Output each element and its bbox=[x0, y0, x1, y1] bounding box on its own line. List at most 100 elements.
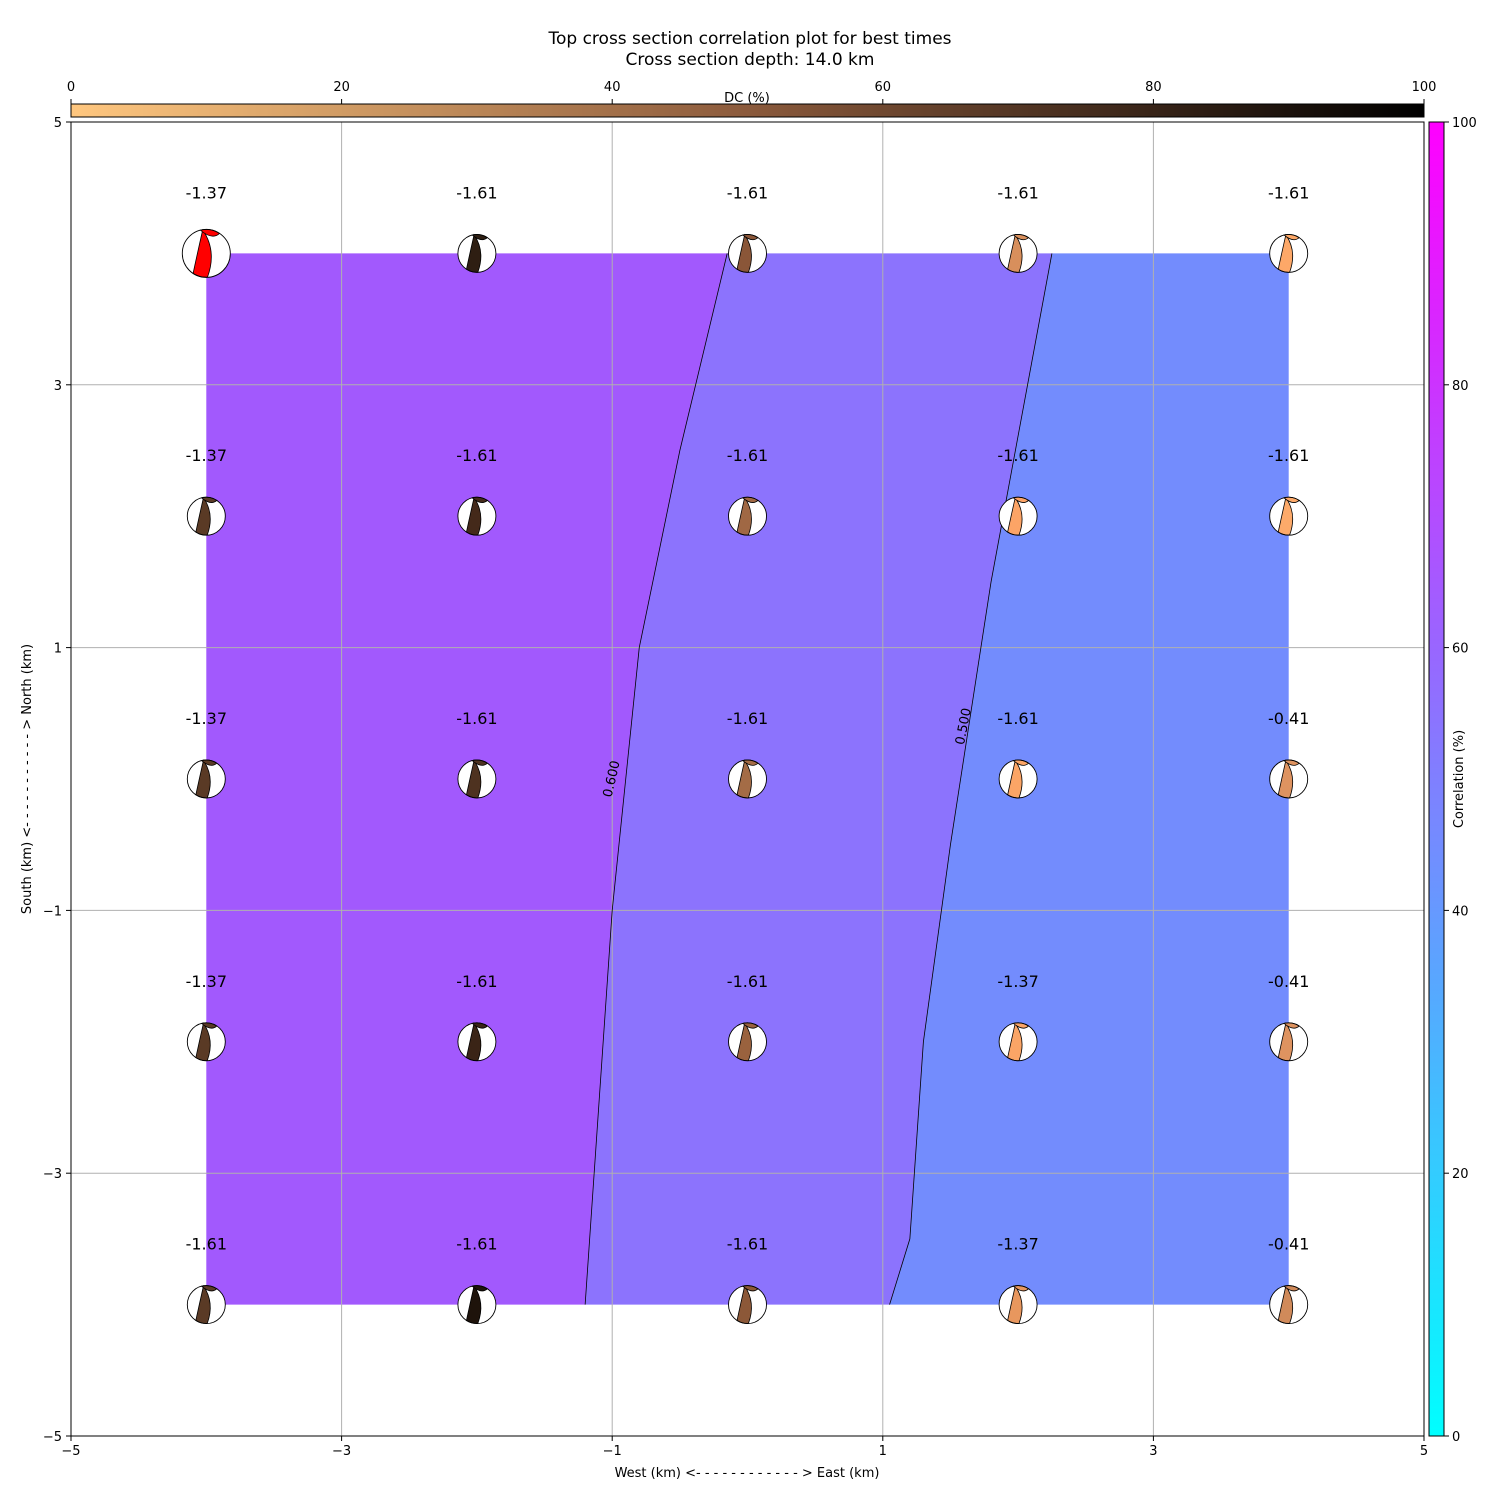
dc-tick-label: 20 bbox=[333, 80, 350, 95]
correlation-colorbar-ticks: 0 20 40 60 80 100 bbox=[1444, 116, 1477, 1445]
point-label: -1.37 bbox=[186, 709, 227, 728]
dc-tick-label: 100 bbox=[1412, 80, 1437, 95]
beachball bbox=[998, 1284, 1038, 1325]
correlation-tick-label: 100 bbox=[1452, 116, 1477, 131]
beachball-outline bbox=[1269, 1285, 1309, 1325]
beachball-outline bbox=[998, 1285, 1038, 1325]
point-label: -1.61 bbox=[456, 183, 497, 202]
chart-title: Top cross section correlation plot for b… bbox=[547, 29, 951, 49]
beachball bbox=[186, 496, 226, 536]
point-label: -1.61 bbox=[997, 183, 1038, 202]
correlation-tick-label: 60 bbox=[1452, 642, 1469, 657]
beachball-outline bbox=[457, 496, 497, 536]
contour-region-low bbox=[889, 253, 1289, 1305]
point-label: -1.61 bbox=[727, 1235, 768, 1254]
x-tick-label: −5 bbox=[61, 1444, 80, 1459]
beachball bbox=[1269, 1284, 1309, 1325]
point-label: -1.61 bbox=[727, 183, 768, 202]
y-axis-label: South (km) <- - - - - - - - - - - > Nort… bbox=[20, 644, 35, 914]
beachball-outline bbox=[457, 1022, 497, 1062]
point-label: -1.37 bbox=[186, 183, 227, 202]
x-tick-label: 5 bbox=[1420, 1444, 1428, 1459]
beachball-outline bbox=[728, 233, 767, 273]
beachball-outline bbox=[998, 496, 1038, 536]
correlation-colorbar-label: Correlation (%) bbox=[1452, 730, 1467, 828]
beachball bbox=[728, 759, 767, 799]
x-tick-label: 1 bbox=[879, 1444, 887, 1459]
beachball bbox=[457, 759, 497, 799]
beachball bbox=[998, 1022, 1038, 1062]
correlation-tick-label: 20 bbox=[1452, 1167, 1469, 1182]
point-label: -1.61 bbox=[997, 446, 1038, 465]
y-tick-label: −5 bbox=[43, 1430, 62, 1445]
plot-frame bbox=[70, 121, 1425, 1437]
point-label: -1.37 bbox=[186, 446, 227, 465]
chart-subtitle: Cross section depth: 14.0 km bbox=[626, 50, 875, 70]
beachball-outline bbox=[457, 1285, 497, 1325]
point-label: -1.61 bbox=[186, 1235, 227, 1254]
point-label: -1.61 bbox=[727, 446, 768, 465]
point-label: -1.61 bbox=[1268, 446, 1309, 465]
beachball-outline bbox=[186, 1022, 226, 1062]
correlation-tick-label: 0 bbox=[1452, 1430, 1460, 1445]
beachball-outline bbox=[728, 1285, 767, 1325]
beachball bbox=[728, 233, 767, 273]
dc-tick-label: 60 bbox=[875, 80, 892, 95]
x-axis-label: West (km) <- - - - - - - - - - - - > Eas… bbox=[615, 1466, 880, 1481]
contour-line bbox=[889, 253, 1053, 1305]
beachball-outline bbox=[181, 228, 231, 278]
point-label: -1.61 bbox=[456, 446, 497, 465]
dc-colorbar-label: DC (%) bbox=[724, 91, 770, 106]
dc-colorbar bbox=[70, 103, 1425, 118]
correlation-tick-label: 80 bbox=[1452, 379, 1469, 394]
y-tick-label: 3 bbox=[54, 379, 62, 394]
beachball-outline bbox=[1269, 759, 1309, 799]
contour-label: 0.500 bbox=[953, 707, 975, 746]
point-label: -1.61 bbox=[727, 709, 768, 728]
y-axis-ticks: −5 −3 −1 1 3 5 bbox=[43, 116, 71, 1445]
point-label: -1.61 bbox=[456, 1235, 497, 1254]
y-tick-label: 5 bbox=[54, 116, 62, 131]
beachball-outline bbox=[998, 233, 1038, 273]
dc-tick-label: 80 bbox=[1145, 80, 1162, 95]
beachball-outline bbox=[1269, 1022, 1309, 1062]
beachball bbox=[457, 233, 497, 273]
beachball-outline bbox=[998, 1022, 1038, 1062]
beachball bbox=[186, 759, 226, 799]
point-label: -1.37 bbox=[997, 972, 1038, 991]
correlation-tick-label: 40 bbox=[1452, 904, 1469, 919]
point-label: -1.61 bbox=[1268, 183, 1309, 202]
x-axis-ticks: −5 −3 −1 1 3 5 bbox=[61, 1436, 1428, 1459]
point-label: -1.61 bbox=[727, 972, 768, 991]
contour-line bbox=[584, 253, 728, 1305]
beachball bbox=[1269, 496, 1309, 536]
beachball bbox=[457, 1284, 497, 1325]
dc-colorbar-ticks: 0 20 40 60 80 100 bbox=[67, 80, 1437, 104]
beachball bbox=[998, 496, 1038, 536]
dc-tick-label: 40 bbox=[604, 80, 621, 95]
beachball-outline bbox=[728, 759, 767, 799]
beachball bbox=[457, 1022, 497, 1062]
point-label: -1.37 bbox=[186, 972, 227, 991]
beachball bbox=[186, 1284, 226, 1325]
beachball-outline bbox=[186, 1285, 226, 1325]
beachball-outline bbox=[998, 759, 1038, 799]
beachball bbox=[186, 1022, 226, 1062]
point-label: -1.61 bbox=[456, 972, 497, 991]
point-label: -1.61 bbox=[456, 709, 497, 728]
beachball-outline bbox=[728, 496, 767, 536]
beachball-outline bbox=[1269, 496, 1309, 536]
y-tick-label: −1 bbox=[43, 904, 62, 919]
beachball bbox=[181, 228, 231, 278]
beachball bbox=[457, 496, 497, 536]
dc-tick-label: 0 bbox=[67, 80, 75, 95]
gridlines bbox=[71, 122, 1424, 1436]
point-label: -0.41 bbox=[1268, 1235, 1309, 1254]
beachball-outline bbox=[186, 759, 226, 799]
y-tick-label: 1 bbox=[54, 642, 62, 657]
beachball-outline bbox=[457, 759, 497, 799]
beachball bbox=[1269, 759, 1309, 799]
